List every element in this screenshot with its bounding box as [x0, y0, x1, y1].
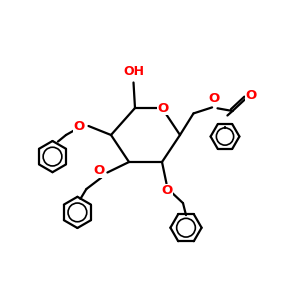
Text: O: O: [93, 164, 104, 178]
Text: O: O: [158, 101, 169, 115]
Text: O: O: [246, 89, 257, 102]
Text: OH: OH: [123, 65, 144, 78]
Text: O: O: [161, 184, 172, 197]
Text: O: O: [208, 92, 219, 105]
Text: O: O: [74, 119, 85, 133]
